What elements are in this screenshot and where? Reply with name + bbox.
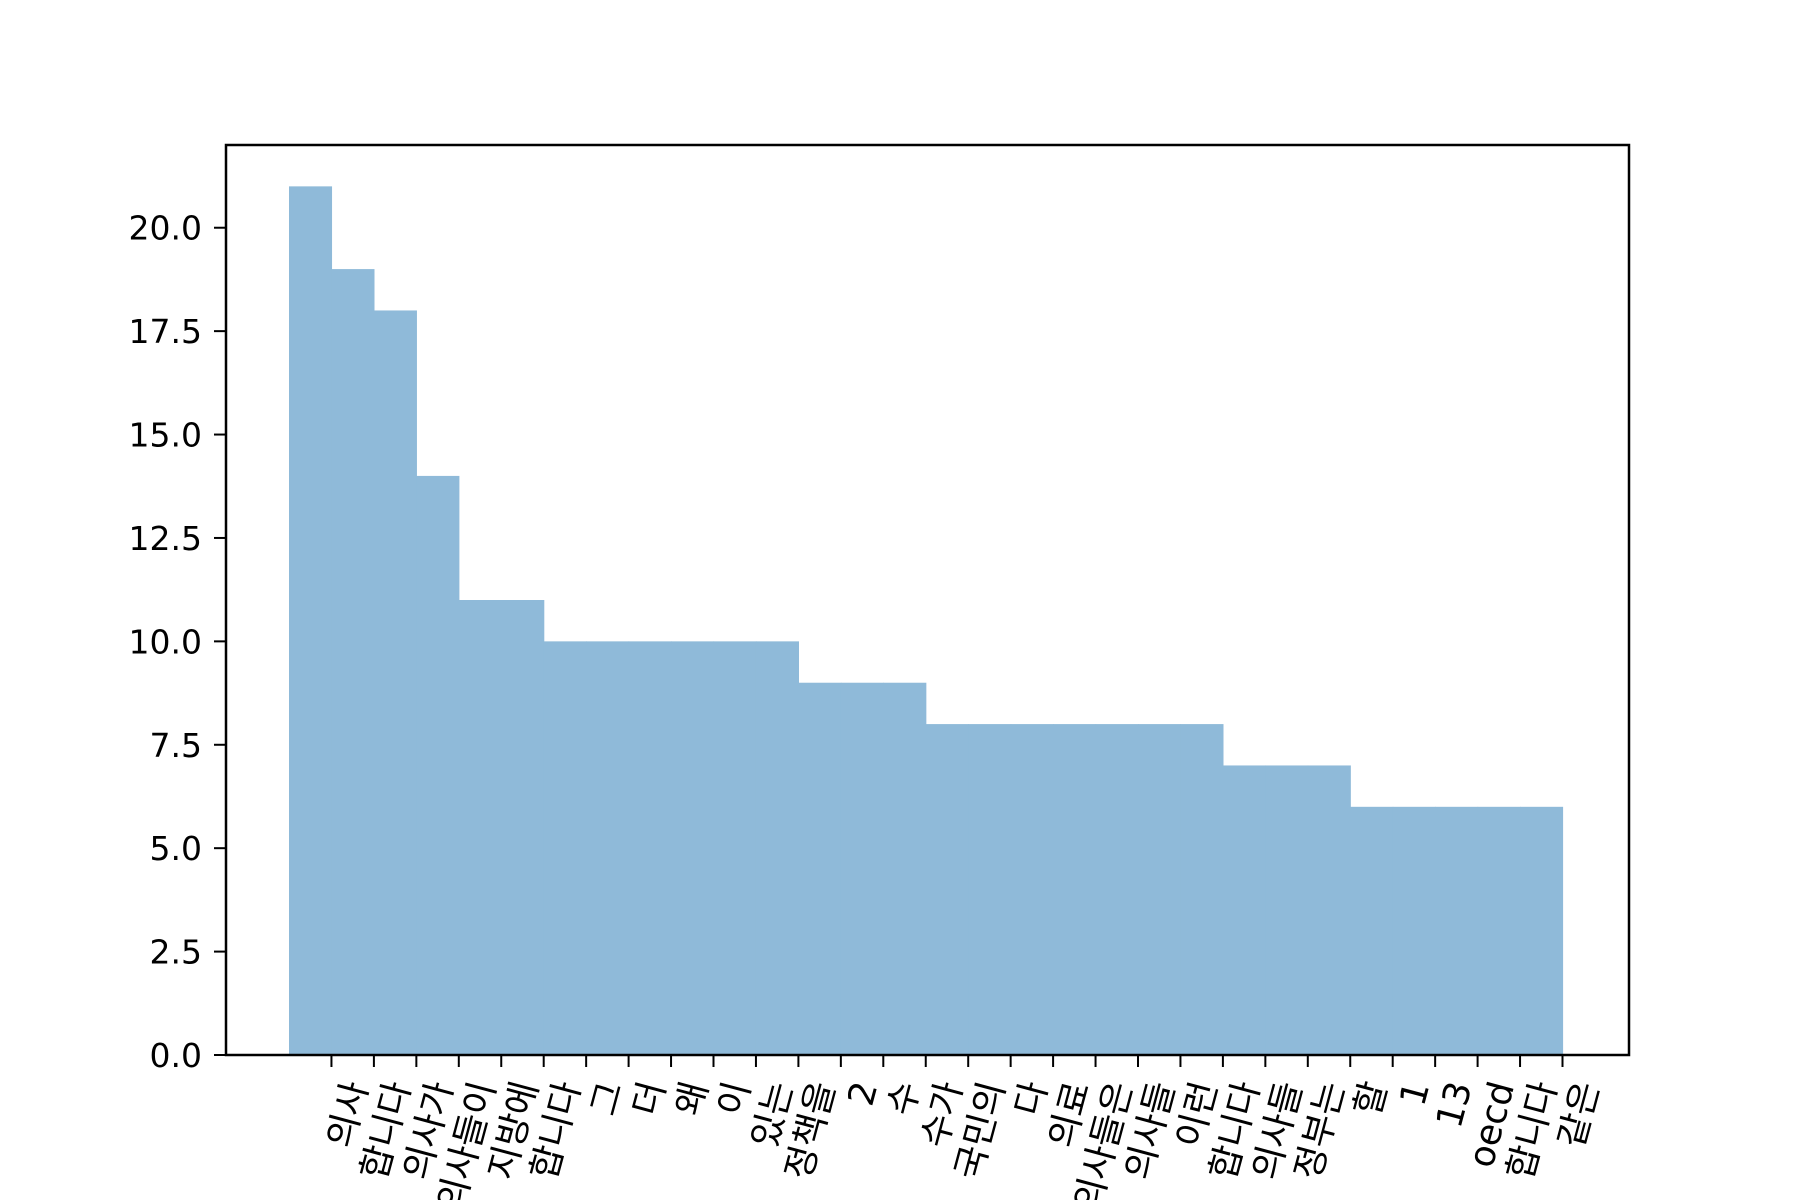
y-tick-label: 17.5 [129,312,202,351]
bar [1477,806,1521,1055]
bar [1053,724,1097,1055]
y-tick-label: 2.5 [150,933,202,972]
bar [1520,806,1564,1055]
bar [968,724,1012,1055]
y-tick-label: 20.0 [129,209,202,248]
bar [1435,806,1479,1055]
bar [1138,724,1182,1055]
x-tick-label: 더 [626,1077,674,1120]
bar [1265,765,1309,1055]
bar [1392,806,1436,1055]
x-tick-label: 왜 [668,1077,716,1120]
bar [416,475,460,1055]
y-tick-label: 15.0 [129,416,202,455]
bar [840,682,884,1055]
bar [1307,765,1351,1055]
bar [628,641,672,1055]
bar [586,641,630,1055]
bar [671,641,715,1055]
bar [501,600,545,1055]
bar [1350,806,1394,1055]
bars-group [289,186,1564,1056]
x-axis: 의사합니다의사가의사들이지방에합니다그더왜이있는정책을2수수가국민의다의료의사들… [320,1055,1608,1200]
bar [1180,724,1224,1055]
bar [883,682,927,1055]
bar [798,682,842,1055]
bar [373,310,417,1055]
x-tick-label: 2 [841,1077,887,1110]
y-axis: 0.0 2.5 5.0 7.5 10.0 12.5 15.0 17.5 20.0 [129,209,226,1075]
y-tick-label: 5.0 [150,829,202,868]
bar [1222,765,1266,1055]
y-tick-label: 10.0 [129,622,202,661]
y-tick-label: 12.5 [129,519,202,558]
bar [1010,724,1054,1055]
bar [543,641,587,1055]
bar [1095,724,1139,1055]
bar [458,600,502,1055]
bar [289,186,333,1056]
bar [713,641,757,1055]
bar [925,724,969,1055]
bar [331,269,375,1056]
plot-frame [224,143,1631,1057]
x-tick-label: 1 [1393,1077,1439,1110]
x-tick-label: 그 [583,1077,631,1120]
y-tick-label: 7.5 [150,726,202,765]
bar [755,641,799,1055]
y-tick-label: 0.0 [150,1036,202,1075]
x-tick-label: 할 [1347,1077,1395,1120]
